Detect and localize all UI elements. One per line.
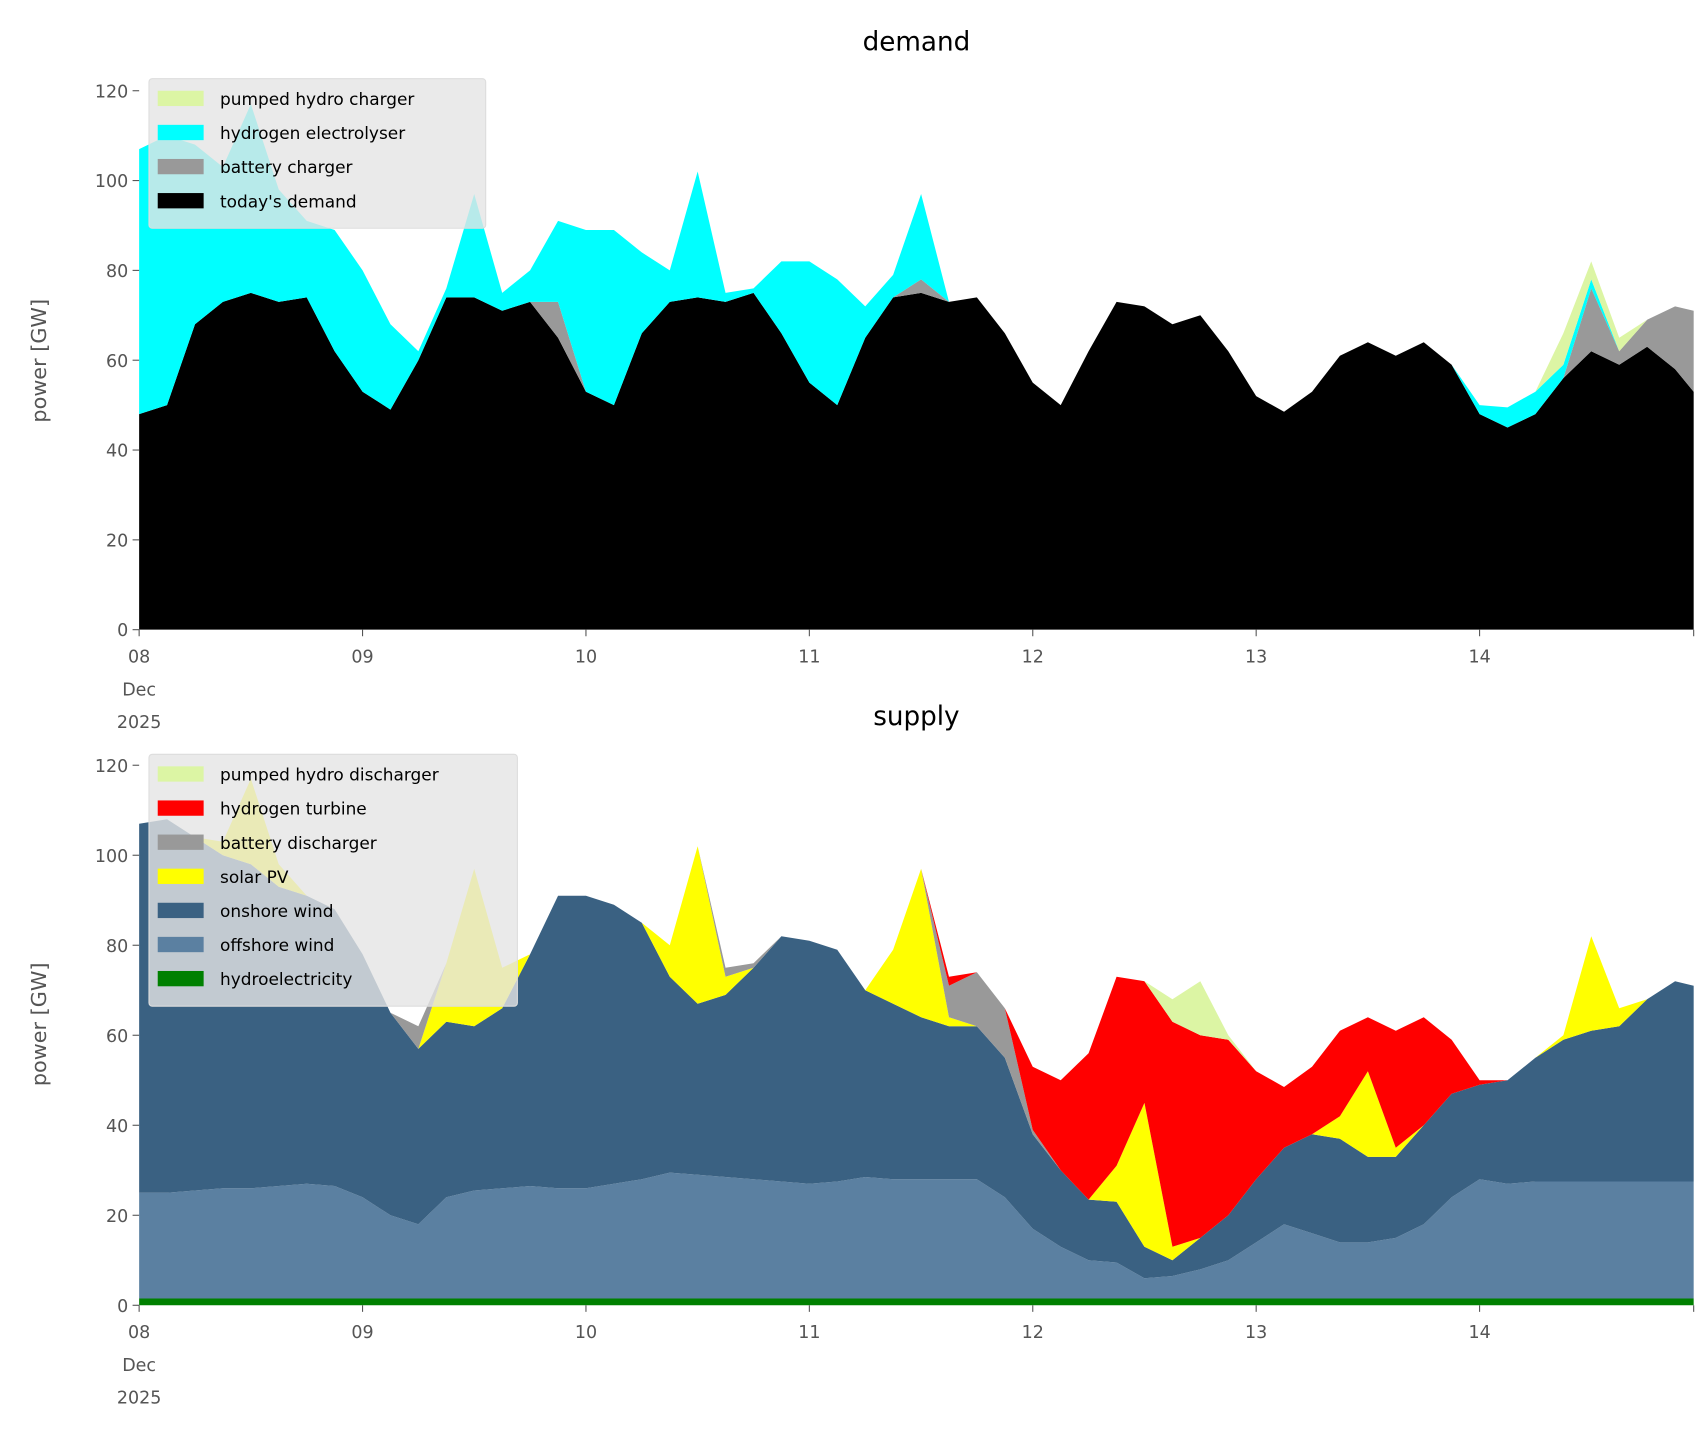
chart-title: demand bbox=[863, 27, 971, 57]
legend-box bbox=[148, 753, 518, 1007]
y-tick-label: 80 bbox=[106, 937, 128, 957]
x-tick-label: 08 bbox=[128, 647, 150, 667]
y-tick-label: 100 bbox=[95, 847, 128, 867]
x-tick-label: 14 bbox=[1468, 647, 1490, 667]
legend: pumped hydro discharger hydrogen turbine b… bbox=[148, 753, 518, 1007]
legend-swatch bbox=[157, 158, 204, 175]
x-tick-label: 08 bbox=[128, 1323, 150, 1343]
legend-swatch bbox=[157, 124, 204, 141]
legend-swatch bbox=[157, 902, 204, 919]
area-hydrogen-turbine bbox=[139, 778, 1694, 1247]
x-tick-label: 12 bbox=[1022, 647, 1044, 667]
legend-label: hydroelectricity bbox=[220, 969, 352, 989]
legend-swatch bbox=[157, 193, 204, 209]
y-tick-label: 100 bbox=[95, 172, 128, 192]
legend-label: battery charger bbox=[220, 157, 352, 177]
stacked-areas bbox=[139, 104, 1694, 630]
y-tick-label: 20 bbox=[106, 531, 128, 551]
y-tick-label: 60 bbox=[106, 1027, 128, 1047]
area-hydroelectricity bbox=[139, 1298, 1694, 1306]
chart-title: supply bbox=[873, 702, 959, 732]
x-tick-label: 09 bbox=[351, 1323, 373, 1343]
area-offshore-wind bbox=[139, 1172, 1694, 1299]
x-tick-sublabel: 2025 bbox=[117, 1389, 162, 1409]
y-tick-label: 60 bbox=[106, 352, 128, 372]
x-tick-label: 11 bbox=[798, 647, 820, 667]
x-tick-sublabel: Dec bbox=[122, 680, 156, 700]
x-tick-label: 14 bbox=[1468, 1323, 1490, 1343]
legend-label: battery discharger bbox=[220, 833, 377, 853]
y-tick-label: 40 bbox=[106, 442, 128, 462]
legend-swatch bbox=[157, 800, 204, 816]
supply-chart: supply power [GW] 0 20 40 60 80 100 120 08 Dec 20… bbox=[27, 702, 1695, 1409]
area-today-s-demand bbox=[139, 292, 1694, 630]
legend: pumped hydro charger hydrogen electrolyse… bbox=[148, 78, 487, 229]
x-tick-sublabel: Dec bbox=[122, 1356, 156, 1376]
y-axis-label: power [GW] bbox=[27, 963, 51, 1087]
y-tick-label: 20 bbox=[106, 1207, 128, 1227]
x-tick-sublabel: 2025 bbox=[117, 713, 162, 733]
legend-label: today's demand bbox=[220, 191, 357, 211]
legend-label: offshore wind bbox=[220, 935, 334, 955]
legend-swatch bbox=[157, 90, 204, 107]
x-tick-label: 12 bbox=[1022, 1323, 1044, 1343]
y-tick-label: 120 bbox=[95, 82, 128, 102]
y-tick-label: 80 bbox=[106, 262, 128, 282]
legend-swatch bbox=[157, 766, 204, 782]
legend-label: hydrogen turbine bbox=[220, 799, 367, 819]
stacked-areas bbox=[139, 778, 1694, 1306]
x-tick-label: 13 bbox=[1245, 647, 1267, 667]
legend-swatch bbox=[157, 970, 204, 987]
x-tick-label: 10 bbox=[575, 647, 597, 667]
x-tick-label: 10 bbox=[575, 1323, 597, 1343]
area-onshore-wind bbox=[139, 819, 1694, 1279]
x-tick-label: 13 bbox=[1245, 1323, 1267, 1343]
x-tick-label: 09 bbox=[351, 647, 373, 667]
y-tick-label: 0 bbox=[117, 621, 128, 641]
x-tick-label: 11 bbox=[798, 1323, 820, 1343]
y-axis-label: power [GW] bbox=[27, 299, 51, 423]
legend-label: solar PV bbox=[220, 867, 289, 887]
legend-label: onshore wind bbox=[220, 901, 333, 921]
area-solar-pv bbox=[139, 778, 1694, 1261]
y-tick-label: 40 bbox=[106, 1117, 128, 1137]
legend-box bbox=[148, 78, 487, 229]
legend-swatch bbox=[157, 834, 204, 850]
legend-label: hydrogen electrolyser bbox=[220, 123, 405, 143]
demand-chart: demand power [GW] 0 20 40 60 80 100 120 08 Dec 20… bbox=[27, 27, 1695, 733]
legend-label: pumped hydro charger bbox=[220, 89, 414, 109]
legend-swatch bbox=[157, 868, 204, 884]
legend-label: pumped hydro discharger bbox=[220, 765, 439, 785]
area-hydrogen-electrolyser bbox=[139, 104, 1694, 428]
legend-swatch bbox=[157, 936, 204, 953]
y-tick-label: 120 bbox=[95, 757, 128, 777]
y-tick-label: 0 bbox=[117, 1297, 128, 1317]
